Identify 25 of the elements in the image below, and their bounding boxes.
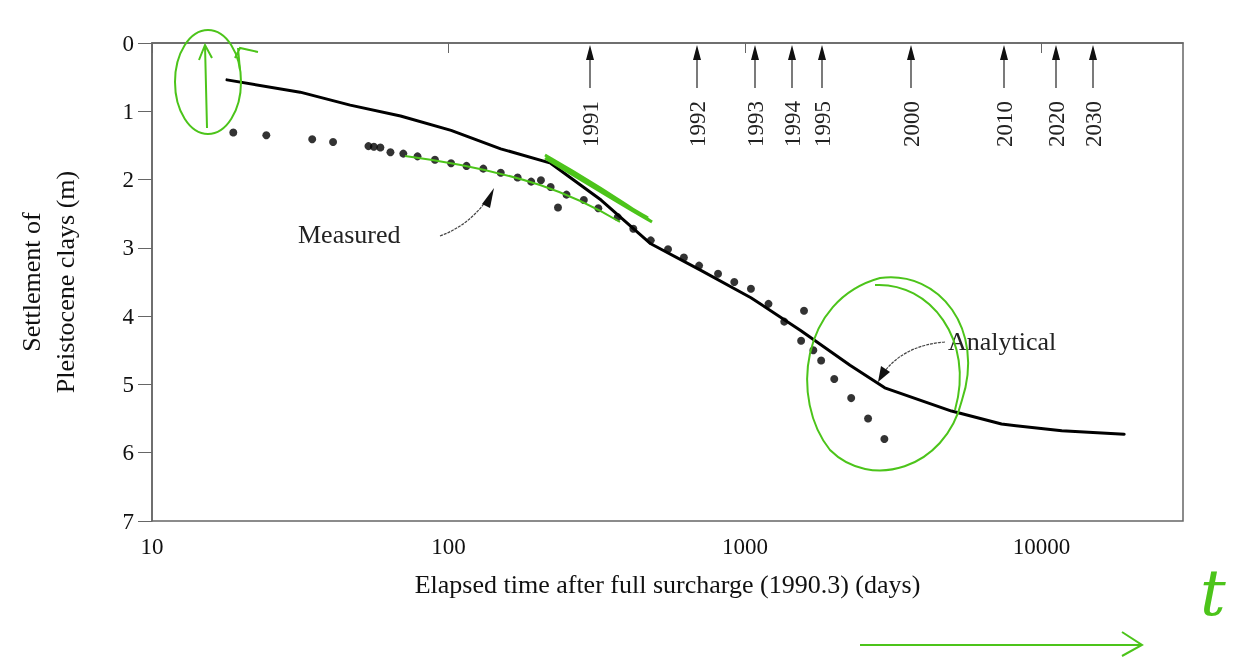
y-tick-label: 7 (122, 508, 134, 534)
y-tick-label: 2 (122, 167, 134, 193)
annotation: 2000 (899, 101, 924, 147)
annotation: 2020 (1044, 101, 1069, 147)
y-tick-label: 5 (122, 371, 134, 397)
text: Measured (298, 220, 401, 249)
annotation: 1995 (810, 101, 835, 147)
annotation: 1991 (578, 101, 603, 147)
y-tick-label: 6 (122, 440, 134, 466)
annotation: 2030 (1081, 101, 1106, 147)
x-axis-title: Elapsed time after full surcharge (1990.3) (days) (414, 569, 921, 599)
y-axis-title: Settlement of Pleistocene clays (m) (16, 170, 80, 394)
y-tick-label: 1 (122, 98, 134, 124)
annotation: 1994 (780, 100, 805, 147)
annotation: 2010 (992, 101, 1017, 147)
y-tick-label: 4 (122, 303, 135, 329)
text: t (1200, 556, 1226, 630)
annotation: 1993 (743, 101, 768, 147)
x-tick-label: 10 (140, 534, 164, 559)
annotation: 1992 (685, 101, 710, 147)
x-tick-label: 100 (431, 534, 466, 559)
x-tick-label: 10000 (1012, 534, 1071, 559)
y-tick-label: 0 (122, 30, 134, 56)
y-tick-label: 3 (122, 235, 134, 261)
x-tick-label: 1000 (722, 534, 769, 559)
